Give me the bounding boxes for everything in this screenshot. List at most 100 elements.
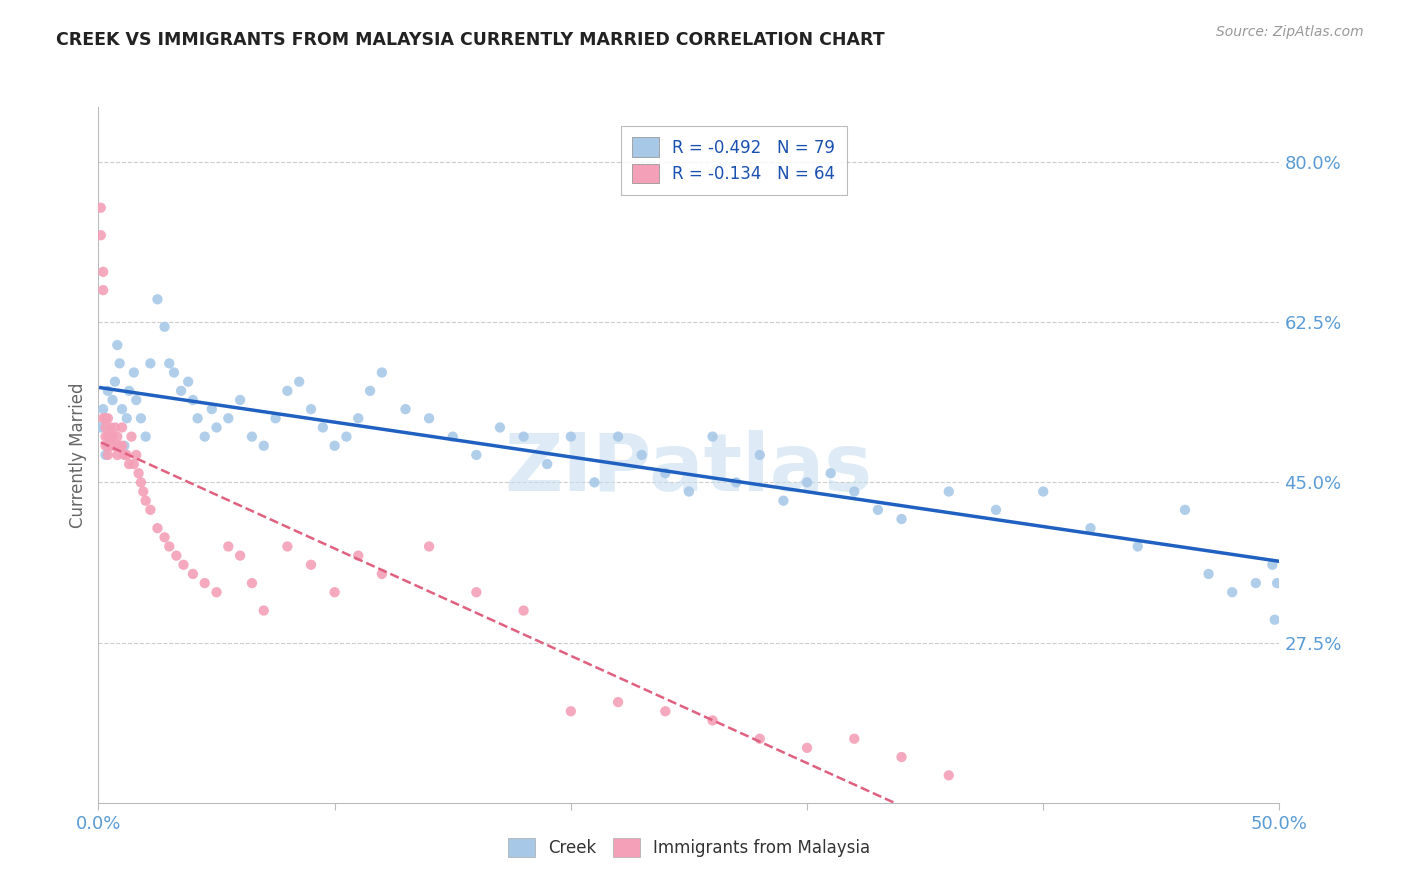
Point [240,429,263,443]
Point [98,439,121,453]
Point [146,293,169,307]
Point [465,585,488,599]
Point [91,283,114,297]
Point [98,429,121,443]
Point [299,402,322,417]
Point [94,439,117,453]
Point [796,740,818,755]
Point [153,319,176,334]
Point [583,475,606,490]
Y-axis label: Currently Married: Currently Married [69,382,87,528]
Point [91,402,114,417]
Point [172,558,194,572]
Point [560,429,582,443]
Point [796,475,818,490]
Point [276,540,298,554]
Point [97,448,120,462]
Point [512,429,534,443]
Point [772,493,794,508]
Point [118,384,141,398]
Point [91,265,114,279]
Point [181,392,204,407]
Point [465,448,488,462]
Point [240,576,263,591]
Point [105,448,128,462]
Point [111,439,134,453]
Point [97,439,120,453]
Point [312,420,335,434]
Point [165,549,187,563]
Point [94,429,117,443]
Point [890,512,912,526]
Point [702,429,724,443]
Point [91,411,114,425]
Point [122,457,145,471]
Point [97,429,120,443]
Point [820,467,842,481]
Point [359,384,381,398]
Point [844,484,866,499]
Point [229,549,252,563]
Point [607,429,630,443]
Point [299,558,322,572]
Point [1126,540,1149,554]
Point [111,420,134,434]
Point [371,566,394,581]
Point [112,448,135,462]
Point [489,420,512,434]
Point [153,530,176,544]
Point [748,448,770,462]
Point [201,402,224,417]
Point [170,384,193,398]
Point [115,411,138,425]
Point [1032,484,1054,499]
Point [607,695,630,709]
Point [125,392,148,407]
Point [146,521,169,535]
Point [108,439,131,453]
Point [866,503,889,517]
Point [194,576,217,591]
Point [101,439,124,453]
Point [205,420,228,434]
Point [205,585,228,599]
Point [105,338,128,352]
Point [253,439,276,453]
Point [128,467,150,481]
Point [135,429,157,443]
Point [217,540,239,554]
Point [536,457,558,471]
Point [725,475,748,490]
Point [1261,558,1284,572]
Point [678,484,700,499]
Point [157,356,180,370]
Point [1080,521,1102,535]
Point [253,603,276,617]
Point [323,439,346,453]
Point [560,704,582,718]
Point [1220,585,1243,599]
Point [702,714,724,728]
Point [276,384,298,398]
Point [122,366,145,380]
Point [90,420,112,434]
Point [1198,566,1220,581]
Point [1244,576,1267,591]
Point [118,457,141,471]
Point [97,411,120,425]
Point [347,411,370,425]
Point [108,356,131,370]
Point [187,411,209,425]
Point [129,475,152,490]
Point [121,429,143,443]
Point [104,439,127,453]
Point [101,392,124,407]
Point [371,366,394,380]
Point [157,540,180,554]
Point [163,366,186,380]
Point [264,411,287,425]
Point [323,585,346,599]
Point [194,429,217,443]
Point [101,429,124,443]
Point [115,448,138,462]
